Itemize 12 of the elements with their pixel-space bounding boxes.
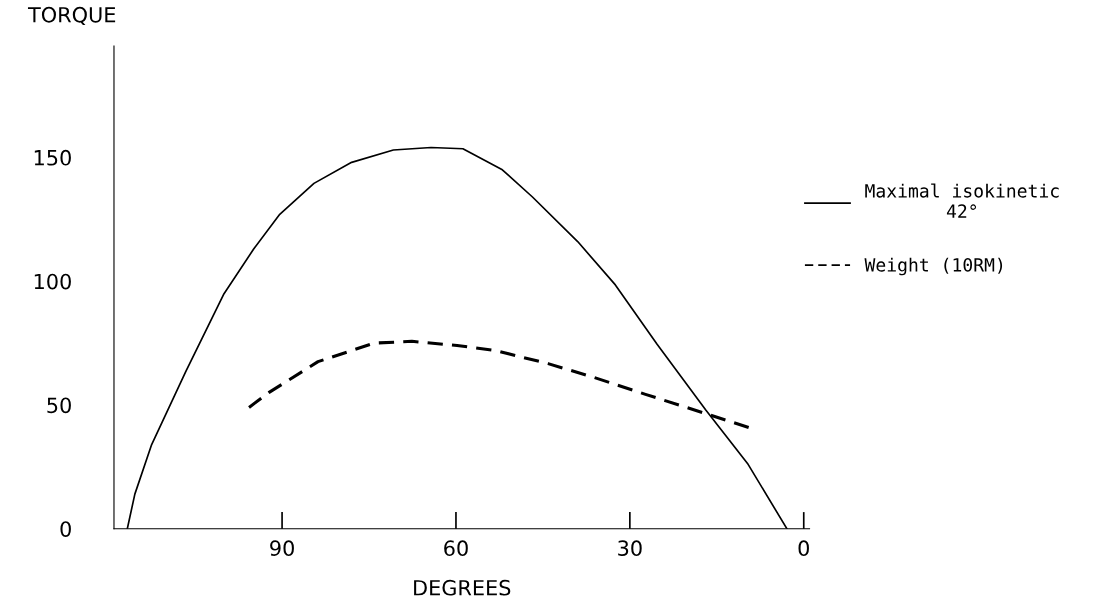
y-tick-label: 50 <box>47 397 71 414</box>
y-tick-label: 150 <box>34 149 71 166</box>
x-tick-label: 30 <box>618 540 642 557</box>
x-tick-label: 0 <box>798 540 809 557</box>
y-axis-title: TORQUE <box>27 6 116 26</box>
legend-label: Maximal isokinetic 42° <box>865 183 1059 218</box>
legend-label: Weight (10RM) <box>864 257 1003 276</box>
y-tick-label: 0 <box>60 521 71 537</box>
x-tick-label: 90 <box>270 540 294 557</box>
x-axis-title: DEGREES <box>414 579 511 596</box>
x-tick-label: 60 <box>444 540 468 557</box>
y-tick-label: 100 <box>34 273 71 290</box>
